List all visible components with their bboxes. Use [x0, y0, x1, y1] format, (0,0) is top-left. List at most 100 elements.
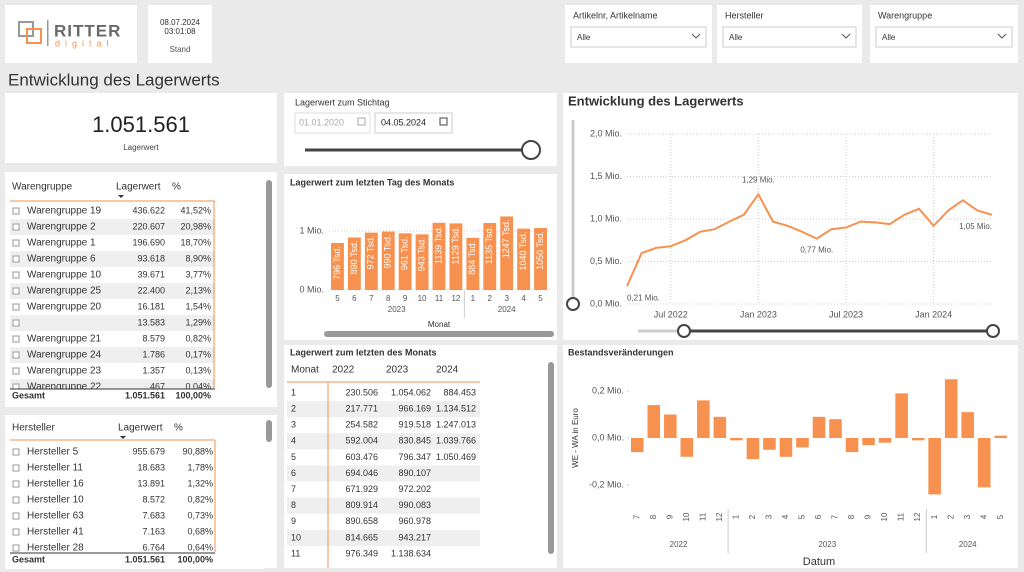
y-tick-label: 0,5 Mio. [590, 256, 622, 266]
y-tick-label: 0,0 Mio. [590, 298, 622, 308]
bar [534, 228, 547, 290]
expand-icon[interactable] [12, 544, 20, 552]
bar [398, 233, 412, 290]
value-label: 884 Tsd. [467, 241, 477, 275]
x-tick-label: 1 [471, 294, 476, 303]
table-cell: 436.622 [132, 205, 165, 215]
expand-icon[interactable] [12, 512, 20, 520]
scrollbar[interactable] [266, 420, 272, 442]
x-tick-label: 10 [682, 512, 691, 521]
bar [347, 237, 361, 290]
table-cell: Hersteller 28 [27, 543, 84, 554]
table-cell: 0,64% [187, 542, 213, 552]
x-tick-label: 2 [488, 294, 493, 303]
group-label: 2024 [498, 305, 516, 314]
y-slider-handle[interactable] [566, 297, 580, 311]
bar [331, 243, 344, 290]
bar [466, 237, 480, 290]
table-cell: Warengruppe 20 [27, 302, 102, 313]
bar [944, 379, 958, 438]
line-chart-panel [563, 93, 1018, 340]
expand-icon[interactable] [12, 335, 20, 343]
scrollbar[interactable] [324, 331, 554, 337]
row-shade [10, 347, 215, 363]
column-header: 2024 [436, 365, 459, 376]
expand-icon[interactable] [12, 255, 20, 263]
scrollbar[interactable] [548, 362, 554, 554]
x-tick-label: 5 [996, 514, 1005, 519]
value-label: 1129 Tsd. [450, 226, 460, 264]
value-label: 1,29 Mio. [742, 175, 775, 184]
x-tick-label: 7 [831, 514, 840, 519]
x-slider-handle[interactable] [677, 324, 691, 338]
x-tick-label: 2 [946, 514, 955, 519]
x-tick-label: 12 [913, 512, 922, 521]
chart-title: Entwicklung des Lagerwerts [568, 93, 744, 108]
expand-icon[interactable] [12, 319, 20, 327]
expand-icon[interactable] [12, 207, 20, 215]
table-cell: 1,29% [185, 317, 211, 327]
filter-value: Alle [882, 33, 896, 42]
table-cell: 93.618 [137, 253, 165, 263]
scrollbar[interactable] [266, 180, 272, 388]
bar [517, 228, 531, 290]
filter-label: Warengruppe [878, 10, 932, 20]
bar [845, 438, 859, 453]
date-slider-handle[interactable] [521, 140, 541, 160]
expand-icon[interactable] [12, 287, 20, 295]
date-from-input[interactable] [294, 112, 371, 134]
table-cell: Warengruppe 21 [27, 334, 102, 345]
table-cell: 254.582 [345, 420, 378, 430]
x-tick-label: Jan 2023 [740, 309, 777, 319]
x-tick-label: 5 [798, 514, 807, 519]
expand-icon[interactable] [12, 239, 20, 247]
bar [746, 438, 760, 460]
date-to-input[interactable] [374, 112, 453, 134]
x-tick-label: Jan 2024 [915, 309, 952, 319]
expand-icon[interactable] [12, 367, 20, 375]
table-cell: 6.764 [142, 542, 165, 552]
table-cell: Hersteller 16 [27, 479, 84, 490]
table-cell: Warengruppe 22 [27, 382, 102, 393]
column-header: % [174, 423, 183, 434]
chart-title: Bestandsveränderungen [568, 347, 674, 357]
expand-icon[interactable] [12, 223, 20, 231]
x-tick-label: 2 [748, 514, 757, 519]
group-label: 2022 [670, 540, 688, 549]
stand-label: Stand [170, 45, 191, 54]
row-shade [10, 251, 215, 267]
total-cell: 1.051.561 [125, 554, 165, 564]
x-tick-label: Jul 2022 [654, 309, 688, 319]
filter-label: Hersteller [725, 10, 764, 20]
x-slider-handle[interactable] [986, 324, 1000, 338]
table-cell: 966.169 [398, 403, 431, 413]
expand-icon[interactable] [12, 480, 20, 488]
expand-icon[interactable] [12, 351, 20, 359]
table-cell: 976.349 [345, 548, 378, 558]
kpi-value: 1.051.561 [92, 112, 190, 137]
expand-icon[interactable] [12, 496, 20, 504]
expand-icon[interactable] [12, 303, 20, 311]
x-tick-label: 3 [504, 294, 509, 303]
filter-dropdown[interactable] [570, 26, 707, 48]
column-header: Hersteller [12, 423, 55, 434]
expand-icon[interactable] [12, 528, 20, 536]
row-shade [287, 401, 480, 418]
table-cell: Hersteller 63 [27, 511, 84, 522]
filter-dropdown[interactable] [722, 26, 857, 48]
table-cell: 7 [291, 484, 296, 494]
calendar-icon [357, 117, 366, 126]
filter-dropdown[interactable] [875, 26, 1013, 48]
table-cell: 22.400 [137, 285, 165, 295]
table-cell: 919.518 [398, 420, 431, 430]
expand-icon[interactable] [12, 464, 20, 472]
table-cell: 13.891 [137, 478, 165, 488]
expand-icon[interactable] [12, 448, 20, 456]
expand-icon[interactable] [12, 271, 20, 279]
total-cover [6, 553, 264, 569]
bar [381, 231, 395, 290]
table-cell: 694.046 [345, 468, 378, 478]
value-label: 961 Tsd. [400, 236, 410, 270]
bar [500, 216, 514, 290]
bar [415, 234, 429, 290]
